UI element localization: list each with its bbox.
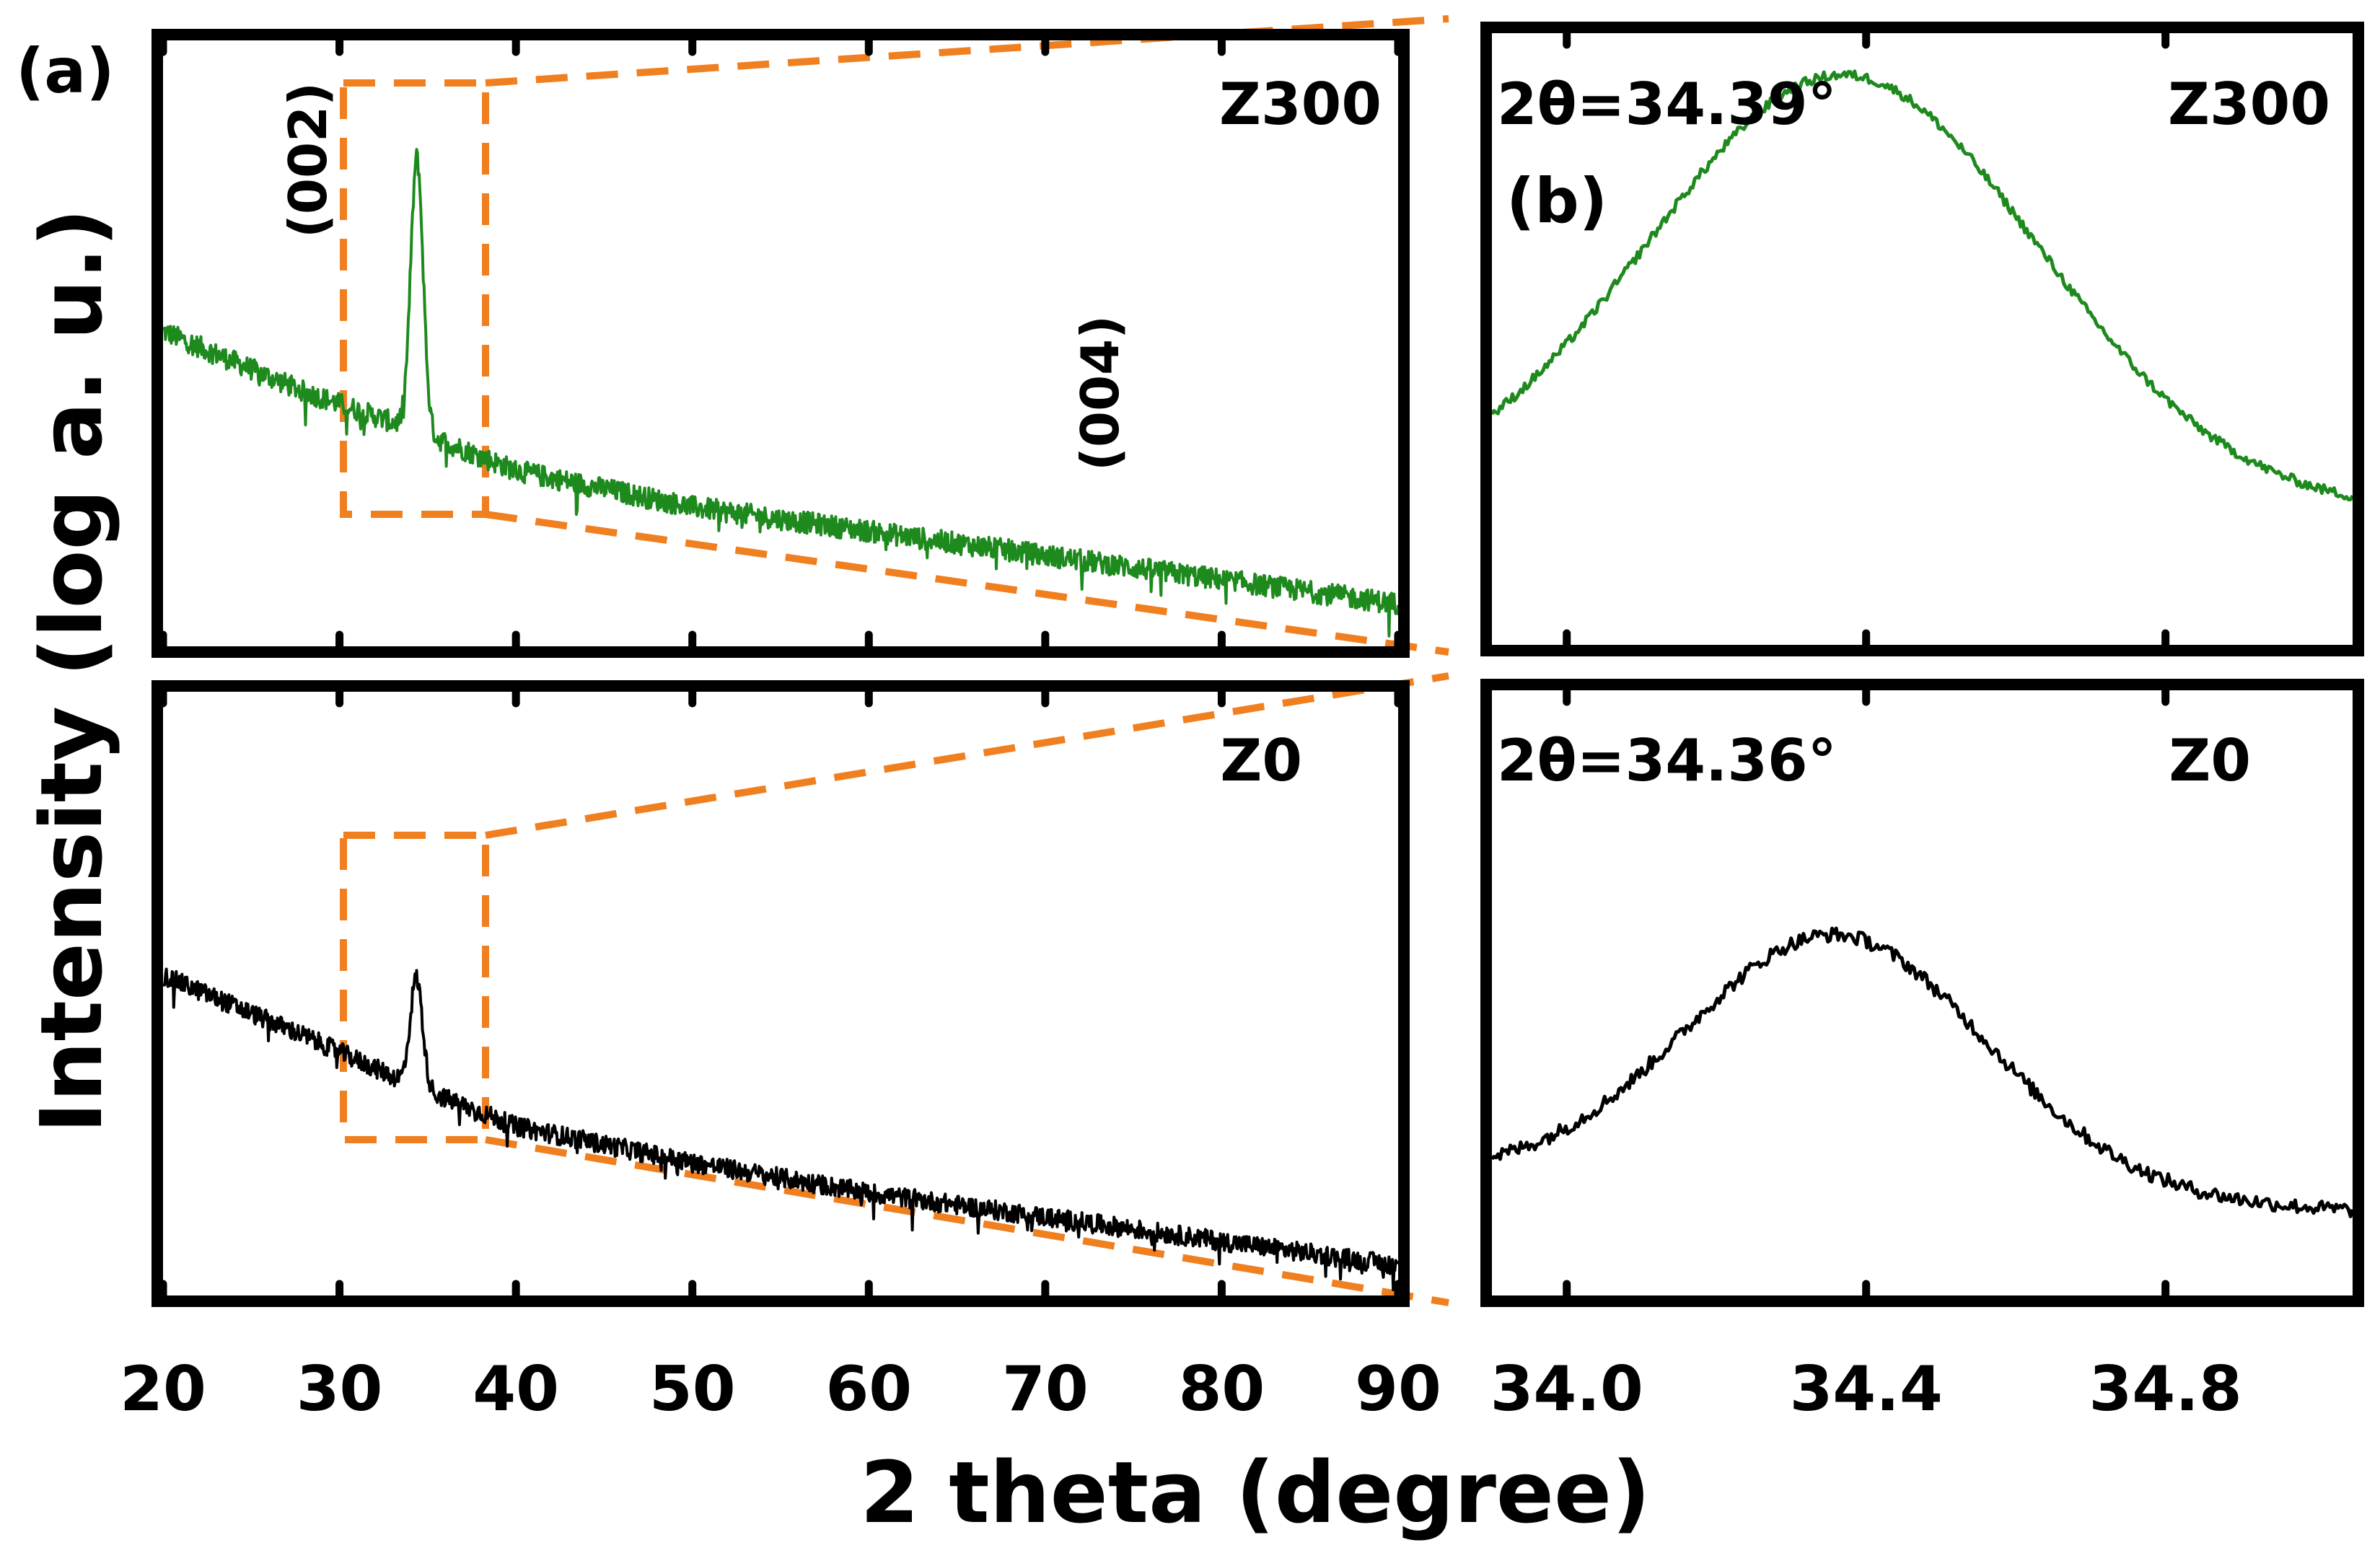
sample-label-b-top: Z300 [2168, 71, 2330, 138]
x-axis-title: 2 theta (degree) [860, 1443, 1651, 1542]
sample-label-b-bottom: Z0 [2169, 727, 2251, 794]
curve-lower-Z0 [1490, 926, 2355, 1218]
x-tick-label: 50 [649, 1353, 736, 1425]
panel-a-label: (a) [16, 35, 115, 107]
panel-a-bottom-frame [152, 680, 1410, 1307]
tick-marks [159, 23, 2170, 1306]
panel-b-label: (b) [1506, 165, 1607, 237]
x-tick-label: 40 [473, 1353, 559, 1425]
panel-a-top-frame [152, 29, 1410, 658]
panel-b-bottom-frame [1480, 679, 2364, 1307]
x-tick-label: 70 [1002, 1353, 1089, 1425]
x-tick-label: 60 [825, 1353, 912, 1425]
peak-position-z0: 2θ=34.36° [1497, 727, 1837, 794]
peak-label-002: (002) [278, 82, 338, 238]
x-tick-label: 20 [120, 1353, 206, 1425]
zoom-connector [485, 511, 1449, 656]
x-tick-label: 34.0 [1490, 1353, 1643, 1425]
zoom-connector [485, 15, 1449, 87]
x-tick-label: 34.8 [2089, 1353, 2242, 1425]
zoom-connector [485, 1136, 1449, 1306]
peak-label-004: (004) [1070, 315, 1130, 471]
tick-labels: 20 30 40 50 60 70 80 90 34.0 34.4 34.8 [120, 1353, 2242, 1425]
curve-(a)-Z300 [162, 148, 1400, 638]
curve-(b)-Z300 [1490, 69, 2355, 502]
sample-label-a-bottom: Z0 [1220, 727, 1302, 794]
curve-lower-Z0 [162, 967, 1400, 1292]
zoom-region-box [340, 79, 489, 518]
peak-position-z300: 2θ=34.39° [1497, 71, 1837, 138]
zoom-region-box [340, 832, 489, 1143]
x-tick-label: 80 [1179, 1353, 1265, 1425]
zoom-connector [485, 672, 1449, 839]
x-tick-label: 34.4 [1790, 1353, 1943, 1425]
panel-b-top-frame [1480, 22, 2364, 656]
y-axis-title: Intensity (log a. u.) [22, 208, 121, 1134]
x-tick-label: 90 [1355, 1353, 1441, 1425]
x-tick-label: 30 [297, 1353, 383, 1425]
curves [162, 69, 2355, 1292]
sample-label-a-top: Z300 [1219, 71, 1382, 138]
zoom-guides [340, 15, 1449, 1306]
